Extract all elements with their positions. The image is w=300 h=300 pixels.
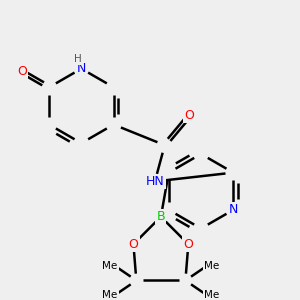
Text: O: O [128, 238, 138, 251]
Text: Me: Me [204, 261, 220, 271]
Text: O: O [184, 109, 194, 122]
Text: B: B [157, 210, 165, 223]
Text: Me: Me [204, 290, 220, 300]
Text: H: H [74, 54, 81, 64]
Text: O: O [183, 238, 193, 251]
Text: Me: Me [102, 261, 118, 271]
Text: HN: HN [146, 175, 164, 188]
Text: Me: Me [102, 290, 118, 300]
Text: O: O [17, 65, 27, 78]
Text: N: N [229, 203, 238, 216]
Text: N: N [77, 62, 86, 75]
